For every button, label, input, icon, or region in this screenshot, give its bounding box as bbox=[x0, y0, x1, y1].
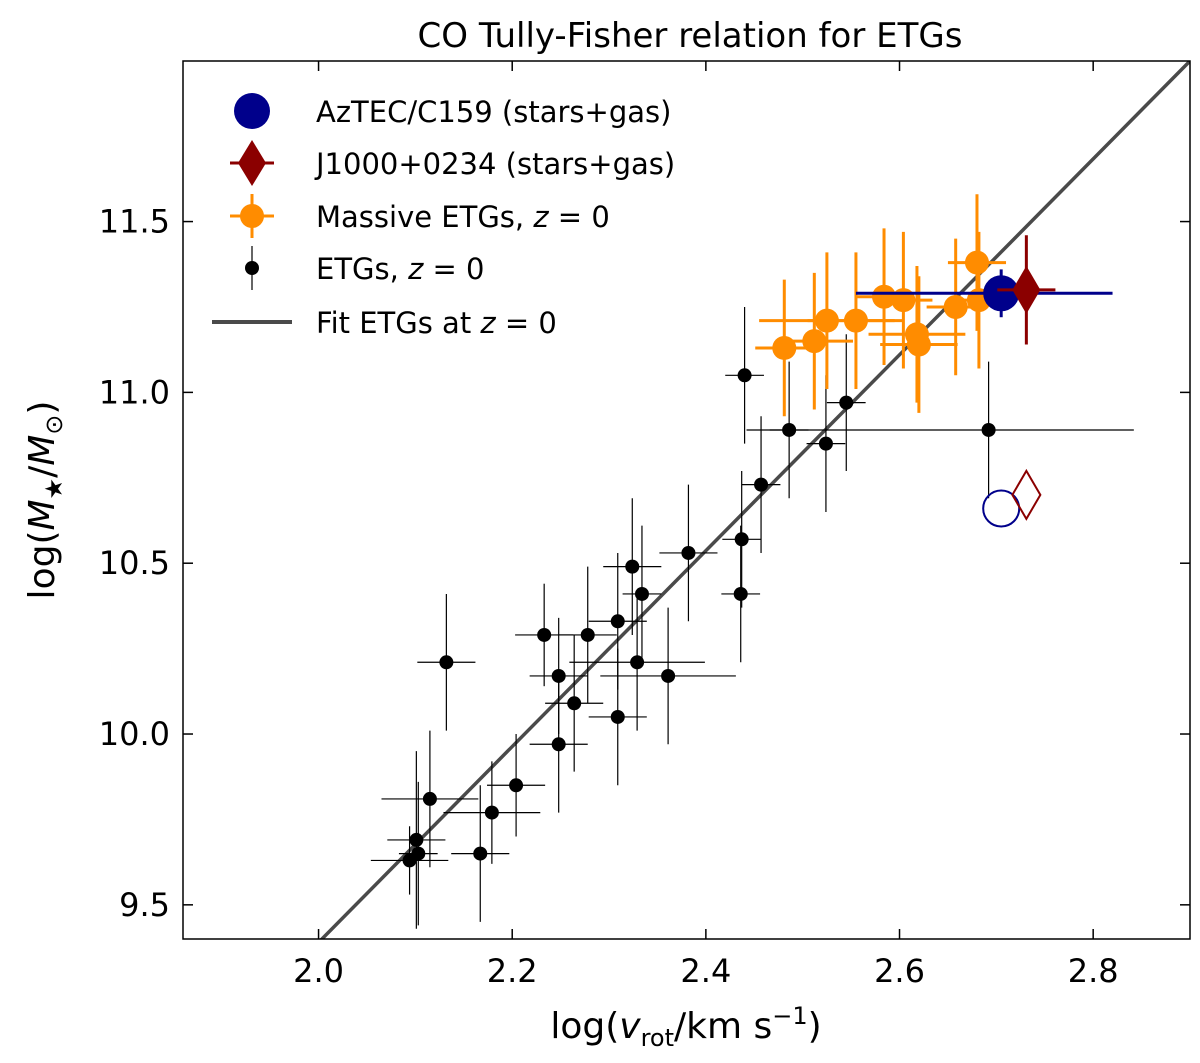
etg-point-5 bbox=[473, 846, 488, 861]
massive-etg-point-2 bbox=[814, 308, 839, 333]
etg-point-16 bbox=[630, 655, 645, 670]
legend-massive-label: Massive ETGs, z = 0 bbox=[316, 200, 610, 234]
x-tick-label-0: 2.0 bbox=[293, 952, 344, 990]
etg-point-1 bbox=[409, 832, 424, 847]
legend-entry-massive-etgs: Massive ETGs, z = 0 bbox=[230, 194, 610, 238]
legend-j1000-marker bbox=[238, 140, 266, 186]
massive-etg-point-4 bbox=[872, 284, 897, 309]
etg-point-4 bbox=[439, 655, 454, 670]
etg-point-15 bbox=[625, 559, 640, 574]
massive-etg-point-7 bbox=[906, 332, 931, 357]
x-tick-label-1: 2.2 bbox=[487, 952, 538, 990]
etg-point-6 bbox=[484, 805, 499, 820]
plot-frame bbox=[182, 60, 1191, 940]
massive-etg-point-9 bbox=[964, 250, 989, 275]
legend-aztec-label: AzTEC/C159 (stars+gas) bbox=[316, 95, 671, 129]
etg-point-2 bbox=[411, 846, 426, 861]
etg-point-18 bbox=[661, 668, 676, 683]
aztec-point bbox=[983, 275, 1020, 312]
plot-area bbox=[319, 61, 1190, 939]
etg-point-14 bbox=[610, 709, 625, 724]
etg-point-11 bbox=[567, 696, 582, 711]
legend-entry-fit: Fit ETGs at z = 0 bbox=[212, 306, 557, 340]
etg-point-17 bbox=[634, 586, 649, 601]
etg-point-10 bbox=[551, 737, 566, 752]
etg-point-24 bbox=[782, 422, 797, 437]
legend-fit-label: Fit ETGs at z = 0 bbox=[316, 306, 557, 340]
axis-ticks: 2.0 2.2 2.4 2.6 2.8 9.5 10.0 10.5 11.0 11.5 bbox=[99, 61, 1190, 990]
massive-etg-point-3 bbox=[843, 308, 868, 333]
legend-entry-j1000: J1000+0234 (stars+gas) bbox=[230, 140, 675, 186]
x-tick-label-3: 2.6 bbox=[874, 952, 925, 990]
legend: AzTEC/C159 (stars+gas) J1000+0234 (stars… bbox=[212, 93, 675, 340]
legend-etgs-marker bbox=[245, 261, 259, 275]
x-tick-label-2: 2.4 bbox=[680, 952, 731, 990]
y-tick-label-0: 9.5 bbox=[119, 886, 170, 924]
etg-point-9 bbox=[551, 668, 566, 683]
legend-j1000-label: J1000+0234 (stars+gas) bbox=[314, 147, 675, 181]
legend-entry-etgs: ETGs, z = 0 bbox=[245, 246, 484, 290]
y-tick-label-4: 11.5 bbox=[99, 203, 170, 241]
etg-point-3 bbox=[422, 791, 437, 806]
chart-title: CO Tully-Fisher relation for ETGs bbox=[418, 16, 963, 56]
y-axis-label: log(M★/M⊙) bbox=[22, 401, 68, 600]
etg-point-21 bbox=[734, 532, 749, 547]
y-tick-label-1: 10.0 bbox=[99, 715, 170, 753]
etg-point-23 bbox=[754, 477, 769, 492]
etg-point-8 bbox=[537, 627, 552, 642]
massive-etg-point-1 bbox=[802, 329, 827, 354]
etg-point-12 bbox=[580, 627, 595, 642]
fit-line bbox=[319, 61, 1190, 939]
j1000-point bbox=[1012, 265, 1041, 314]
etg-point-19 bbox=[681, 545, 696, 560]
y-tick-label-3: 11.0 bbox=[99, 373, 170, 411]
legend-massive-marker bbox=[240, 204, 264, 228]
massive-etg-point-0 bbox=[772, 335, 797, 360]
etg-point-25 bbox=[818, 436, 833, 451]
etg-point-26 bbox=[839, 395, 854, 410]
etg-point-27 bbox=[981, 422, 996, 437]
y-tick-label-2: 10.5 bbox=[99, 544, 170, 582]
j1000-stellar-only-point bbox=[1011, 468, 1042, 521]
legend-entry-aztec: AzTEC/C159 (stars+gas) bbox=[234, 93, 671, 129]
etg-point-13 bbox=[610, 614, 625, 629]
etg-point-20 bbox=[733, 586, 748, 601]
legend-aztec-marker bbox=[234, 93, 270, 129]
legend-etgs-label: ETGs, z = 0 bbox=[316, 252, 484, 286]
massive-etg-point-5 bbox=[891, 288, 916, 313]
massive-etg-point-8 bbox=[943, 294, 968, 319]
x-tick-label-4: 2.8 bbox=[1068, 952, 1119, 990]
etg-point-22 bbox=[737, 368, 752, 383]
etg-point-7 bbox=[509, 778, 524, 793]
x-axis-label: log(vrot/km s−1) bbox=[550, 1002, 821, 1052]
